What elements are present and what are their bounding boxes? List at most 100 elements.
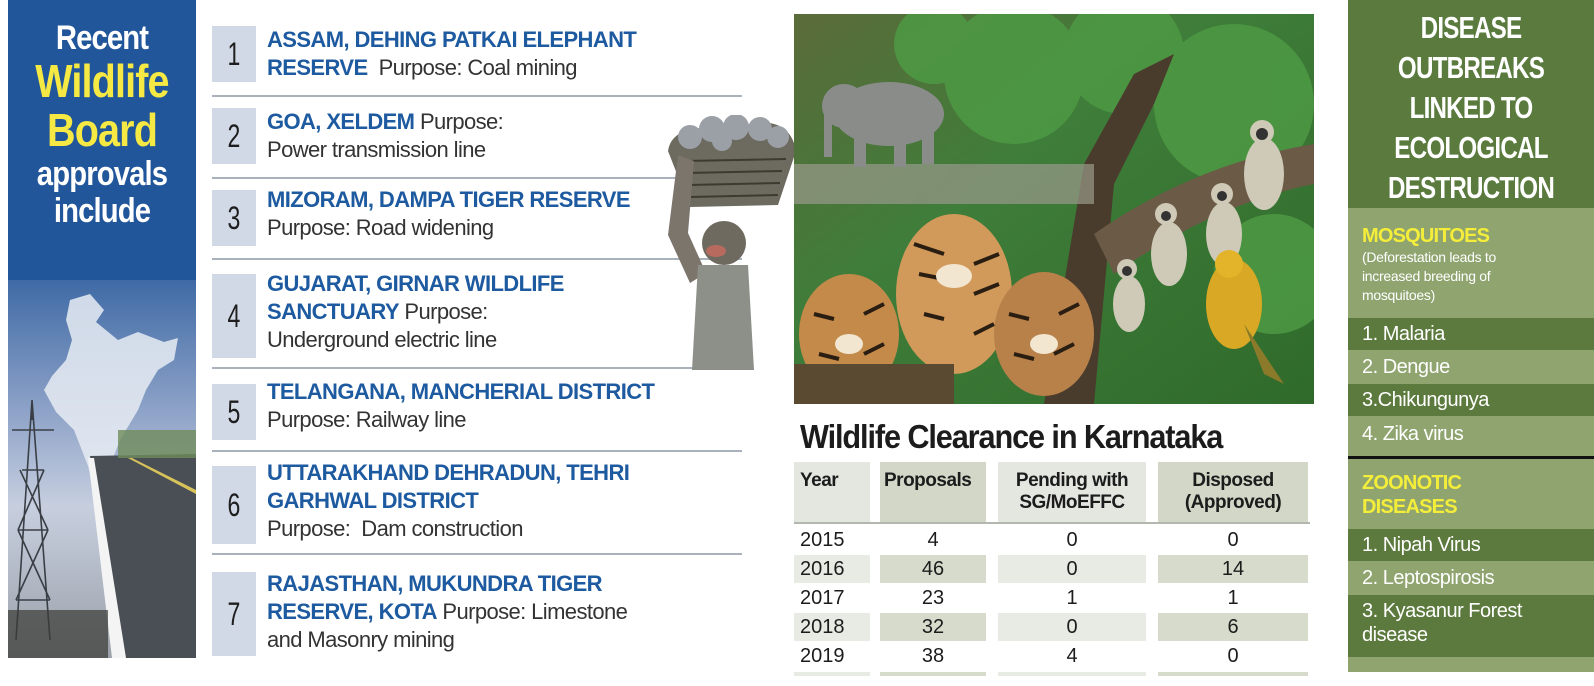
intro-title-highlight: Board (47, 104, 158, 157)
approval-text: RAJASTHAN, MUKUNDRA TIGER RESERVE, KOTA … (267, 570, 628, 654)
divider (212, 450, 742, 452)
approval-place: TELANGANA, MANCHERIAL DISTRICT (267, 379, 655, 404)
mosquitoes-section: MOSQUITOES (Deforestation leads to incre… (1348, 208, 1594, 318)
cell-proposals: 38 (921, 645, 945, 667)
approval-place: RAJASTHAN, MUKUNDRA TIGER (267, 571, 603, 596)
section-divider (1348, 456, 1594, 459)
item-number-badge: 5 (212, 384, 256, 440)
item-number-badge: 3 (212, 190, 256, 246)
approval-purpose: Underground electric line (267, 327, 497, 352)
table-footer-stripe (1158, 672, 1308, 676)
cell-year: 2017 (800, 587, 845, 609)
table-footer-stripe (998, 672, 1146, 676)
mosquitoes-heading: MOSQUITOES (1362, 225, 1490, 247)
cell-disposed: 0 (1227, 645, 1239, 667)
approval-purpose: Purpose: Coal mining (378, 55, 578, 80)
zoonotic-heading: ZOONOTIC (1362, 472, 1462, 494)
approval-place: UTTARAKHAND DEHRADUN, TEHRI (267, 460, 630, 485)
cell-pending: 0 (998, 613, 1146, 641)
approval-purpose: Purpose: Limestone (442, 599, 628, 624)
intro-panel: Recent Wildlife Board approvals include (8, 0, 196, 658)
intro-title: Recent Wildlife Board approvals include (21, 20, 183, 230)
cell-year: 2015 (800, 529, 845, 551)
cell-proposals: 23 (921, 587, 945, 609)
item-number-badge: 6 (212, 466, 256, 544)
approval-text: GUJARAT, GIRNAR WILDLIFE SANCTUARY Purpo… (267, 270, 564, 354)
wildlife-collage-photo (794, 14, 1314, 404)
india-map-road-illustration (8, 280, 196, 658)
cell-disposed: 6 (1158, 613, 1308, 641)
disease-item: 4. Zika virus (1348, 416, 1594, 456)
column-header-year: Year (794, 462, 870, 522)
approval-text: TELANGANA, MANCHERIAL DISTRICT Purpose: … (267, 378, 655, 434)
table-footer-stripe (794, 672, 870, 676)
cell-pending: 1 (1066, 587, 1078, 609)
cell-disposed: 1 (1227, 587, 1239, 609)
intro-title-highlight: Wildlife (35, 54, 169, 107)
divider (212, 258, 742, 260)
disease-item: 3.Chikungunya (1348, 384, 1594, 416)
cell-disposed: 14 (1158, 555, 1308, 583)
disease-item: 3. Kyasanur Forest disease (1348, 595, 1594, 657)
disease-panel-title: DISEASE OUTBREAKS LINKED TO ECOLOGICAL D… (1387, 10, 1555, 205)
approval-purpose: Purpose: (404, 299, 488, 324)
panel-footer-band (1348, 657, 1594, 672)
cell-pending: 0 (998, 555, 1146, 583)
mosquitoes-note: increased breeding of (1362, 268, 1491, 284)
cell-disposed: 0 (1227, 529, 1239, 551)
approval-purpose: Purpose: Road widening (267, 215, 494, 240)
disease-item: 1. Nipah Virus (1348, 529, 1594, 561)
approval-purpose: and Masonry mining (267, 627, 455, 652)
cell-year: 2018 (794, 613, 870, 641)
approval-purpose: Purpose: Dam construction (267, 516, 523, 541)
divider (212, 553, 742, 555)
disease-item: 2. Leptospirosis (1348, 561, 1594, 595)
disease-panel: DISEASE OUTBREAKS LINKED TO ECOLOGICAL D… (1348, 0, 1594, 672)
approval-text: ASSAM, DEHING PATKAI ELEPHANT RESERVE Pu… (267, 26, 637, 82)
approval-purpose: Power transmission line (267, 137, 486, 162)
approval-place: MIZORAM, DAMPA TIGER RESERVE (267, 187, 631, 212)
approval-place: SANCTUARY (267, 299, 400, 324)
intro-title-line: include (53, 191, 151, 230)
approval-place: RESERVE (267, 55, 368, 80)
cell-pending: 0 (1066, 529, 1078, 551)
item-number-badge: 4 (212, 274, 256, 358)
divider (212, 177, 742, 179)
cell-pending: 4 (1066, 645, 1078, 667)
divider (212, 367, 742, 369)
approval-place: GUJARAT, GIRNAR WILDLIFE (267, 271, 564, 296)
column-header-proposals: Proposals (880, 462, 986, 522)
intro-title-line: Recent (55, 19, 149, 57)
mosquitoes-note: (Deforestation leads to (1362, 249, 1496, 265)
cell-proposals: 4 (927, 529, 939, 551)
approval-place: RESERVE, KOTA (267, 599, 437, 624)
header-divider (794, 522, 1310, 524)
item-number-badge: 2 (212, 108, 256, 164)
approval-purpose: Purpose: Railway line (267, 407, 467, 432)
approval-text: UTTARAKHAND DEHRADUN, TEHRI GARHWAL DIST… (267, 459, 630, 543)
approval-text: GOA, XELDEM Purpose: Power transmission … (267, 108, 504, 164)
divider (212, 95, 742, 97)
cell-proposals: 46 (880, 555, 986, 583)
intro-title-line: approvals (36, 155, 168, 194)
disease-item: 2. Dengue (1348, 350, 1594, 384)
cell-proposals: 32 (880, 613, 986, 641)
disease-item: 1. Malaria (1348, 318, 1594, 350)
karnataka-table-title: Wildlife Clearance in Karnataka (800, 418, 1223, 455)
cell-year: 2016 (794, 555, 870, 583)
table-footer-stripe (880, 672, 986, 676)
column-header-pending: Pending with SG/MoEFFC (998, 462, 1146, 522)
approval-place: ASSAM, DEHING PATKAI ELEPHANT (267, 27, 637, 52)
zoonotic-section: ZOONOTIC DISEASES (1348, 459, 1594, 529)
coal-worker-image (668, 115, 796, 370)
column-header-disposed: Disposed (Approved) (1158, 462, 1308, 522)
zoonotic-heading: DISEASES (1362, 496, 1458, 518)
approval-text: MIZORAM, DAMPA TIGER RESERVE Purpose: Ro… (267, 186, 631, 242)
approval-place: GARHWAL DISTRICT (267, 488, 479, 513)
approval-purpose: Purpose: (419, 109, 504, 134)
mosquitoes-note: mosquitoes) (1362, 287, 1435, 303)
cell-year: 2019 (800, 645, 845, 667)
item-number-badge: 1 (212, 26, 256, 82)
approval-place: GOA, XELDEM (267, 109, 415, 134)
item-number-badge: 7 (212, 572, 256, 656)
